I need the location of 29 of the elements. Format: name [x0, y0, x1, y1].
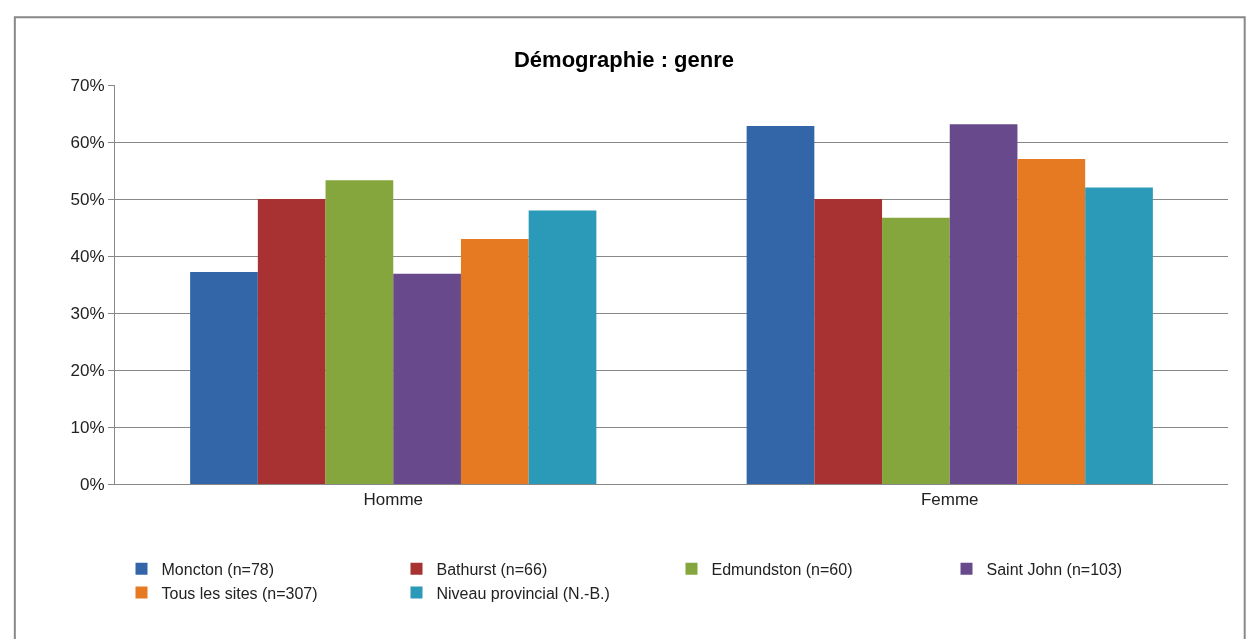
bar [325, 180, 394, 484]
bar [814, 199, 883, 484]
x-tick-label: Homme [363, 490, 424, 510]
bar [460, 238, 529, 484]
bar [949, 124, 1018, 484]
y-tick-label: 20% [70, 360, 105, 380]
y-tick-label: 40% [70, 246, 105, 266]
bar [1017, 159, 1086, 484]
legend-label: Bathurst (n=66) [436, 560, 548, 578]
bar [257, 199, 326, 484]
y-tick-label: 50% [70, 189, 105, 209]
legend-label: Tous les sites (n=307) [161, 584, 318, 602]
chart-title: Démographie : genre [513, 46, 735, 72]
legend-label: Niveau provincial (N.-B.) [436, 584, 610, 602]
x-tick-label: Femme [920, 490, 979, 510]
bar [528, 210, 597, 484]
bar [882, 217, 950, 484]
y-tick-label: 0% [80, 474, 105, 494]
bar [190, 271, 258, 484]
legend-label: Edmundston (n=60) [711, 560, 853, 578]
bar [1085, 187, 1153, 484]
legend-label: Saint John (n=103) [986, 560, 1123, 578]
bar [746, 126, 815, 484]
y-tick-label: 10% [70, 417, 105, 437]
y-tick-label: 60% [70, 132, 105, 152]
y-tick-label: 70% [70, 75, 105, 95]
y-tick-label: 30% [70, 303, 105, 323]
legend-label: Moncton (n=78) [161, 560, 275, 578]
bar [393, 273, 461, 484]
